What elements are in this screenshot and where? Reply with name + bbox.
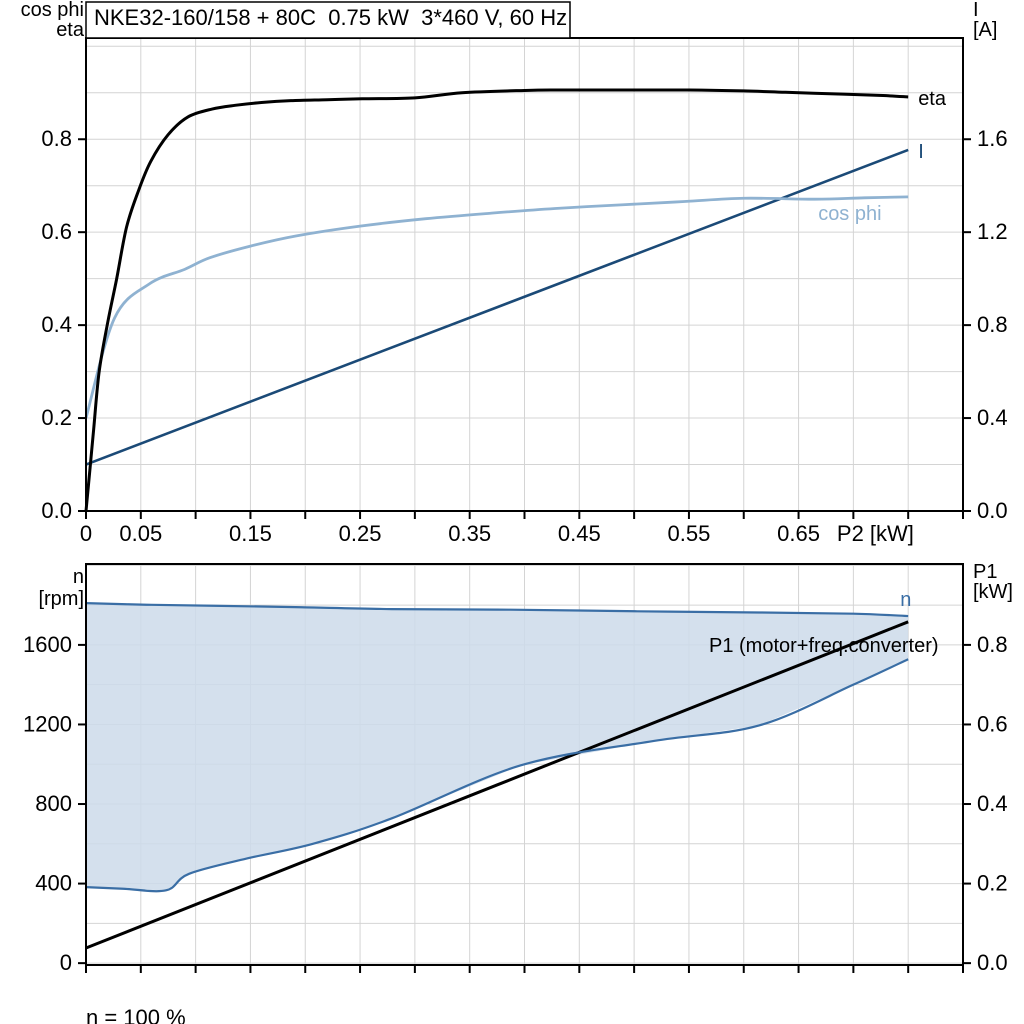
- svg-text:n: n: [900, 589, 911, 611]
- svg-text:0.2: 0.2: [977, 871, 1008, 896]
- svg-text:n: n: [73, 566, 84, 588]
- svg-text:I: I: [918, 141, 924, 163]
- svg-text:0.0: 0.0: [977, 950, 1008, 975]
- svg-text:0: 0: [80, 521, 92, 546]
- svg-text:1.2: 1.2: [977, 219, 1008, 244]
- svg-text:[rpm]: [rpm]: [38, 588, 84, 610]
- svg-text:400: 400: [35, 871, 72, 896]
- svg-text:0.25: 0.25: [339, 521, 382, 546]
- svg-text:eta: eta: [56, 19, 85, 41]
- svg-text:1.6: 1.6: [977, 126, 1008, 151]
- svg-text:800: 800: [35, 791, 72, 816]
- svg-text:0.8: 0.8: [41, 126, 72, 151]
- svg-text:P2 [kW]: P2 [kW]: [837, 521, 914, 546]
- svg-text:I: I: [973, 0, 979, 21]
- svg-text:0.65: 0.65: [777, 521, 820, 546]
- svg-text:0.35: 0.35: [448, 521, 491, 546]
- svg-text:0.4: 0.4: [41, 312, 72, 337]
- svg-text:0.0: 0.0: [41, 498, 72, 523]
- svg-text:[A]: [A]: [973, 19, 997, 41]
- svg-text:0.4: 0.4: [977, 791, 1008, 816]
- svg-text:0.05: 0.05: [119, 521, 162, 546]
- svg-text:n = 100 %: n = 100 %: [86, 1005, 186, 1024]
- svg-text:0.8: 0.8: [977, 632, 1008, 657]
- svg-text:0.55: 0.55: [668, 521, 711, 546]
- svg-text:0.2: 0.2: [41, 405, 72, 430]
- svg-text:1600: 1600: [23, 632, 72, 657]
- svg-text:0.15: 0.15: [229, 521, 272, 546]
- svg-text:eta: eta: [918, 88, 947, 110]
- svg-text:[kW]: [kW]: [973, 581, 1013, 603]
- svg-text:NKE32-160/158 + 80C 0.75 kW: NKE32-160/158 + 80C 0.75 kW 3*460 V, 60 …: [94, 5, 567, 30]
- svg-text:0.6: 0.6: [977, 711, 1008, 736]
- svg-text:1200: 1200: [23, 711, 72, 736]
- svg-text:P1: P1: [973, 561, 997, 583]
- svg-text:0: 0: [60, 950, 72, 975]
- svg-text:P1 (motor+freq.converter): P1 (motor+freq.converter): [709, 635, 939, 657]
- svg-text:0.0: 0.0: [977, 498, 1008, 523]
- svg-text:0.8: 0.8: [977, 312, 1008, 337]
- svg-text:0.6: 0.6: [41, 219, 72, 244]
- svg-text:cos phi: cos phi: [818, 203, 881, 225]
- svg-text:cos phi: cos phi: [21, 0, 84, 21]
- svg-text:0.45: 0.45: [558, 521, 601, 546]
- svg-text:0.4: 0.4: [977, 405, 1008, 430]
